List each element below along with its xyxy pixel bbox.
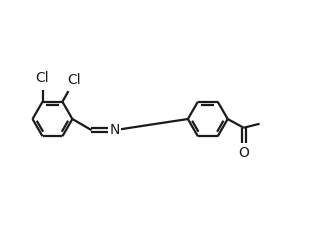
Text: Cl: Cl <box>67 73 81 87</box>
Text: N: N <box>109 123 120 137</box>
Text: Cl: Cl <box>36 71 49 85</box>
Text: O: O <box>238 146 249 160</box>
